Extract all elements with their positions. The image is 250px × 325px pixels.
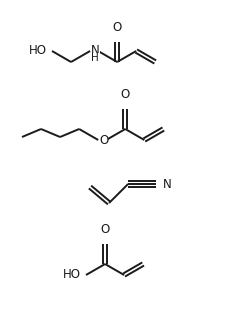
Text: O: O (99, 134, 108, 147)
Text: N: N (163, 177, 172, 190)
Text: N: N (91, 44, 100, 57)
Text: H: H (91, 53, 99, 63)
Text: HO: HO (63, 268, 81, 281)
Text: O: O (121, 88, 130, 101)
Text: HO: HO (29, 45, 47, 58)
Text: O: O (112, 21, 122, 34)
Text: O: O (100, 223, 110, 236)
